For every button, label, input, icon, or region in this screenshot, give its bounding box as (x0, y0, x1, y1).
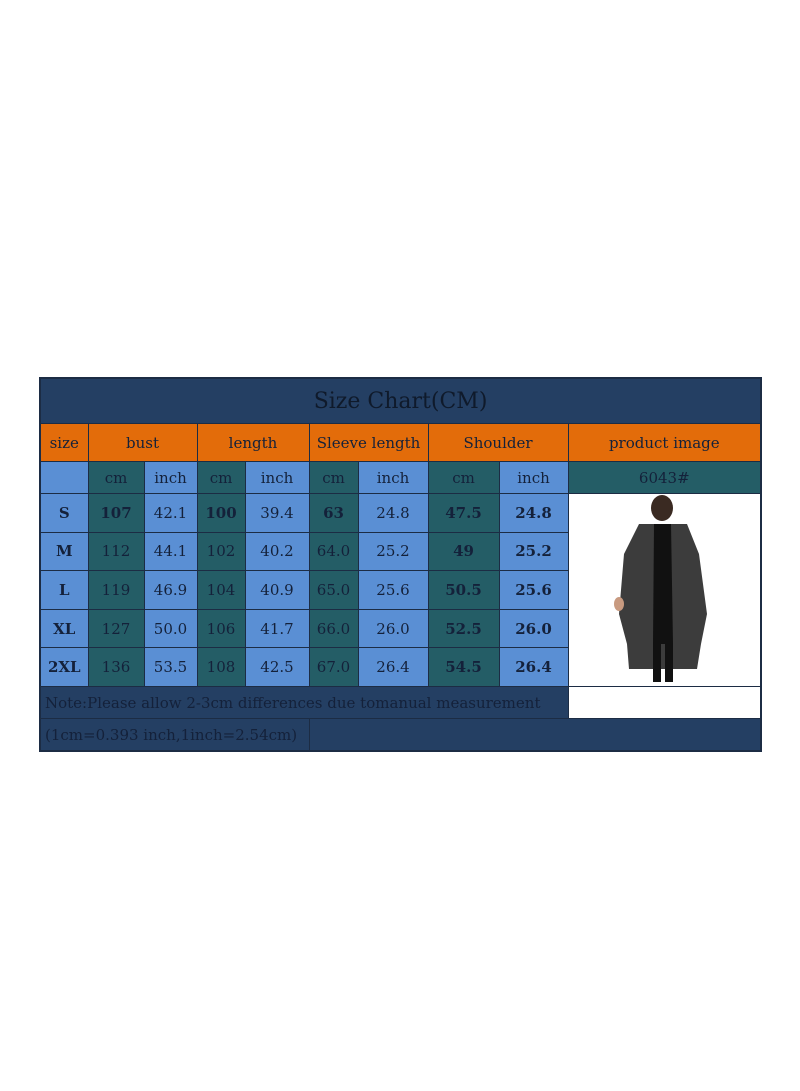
product-image (567, 493, 762, 687)
cell-sleeve-cm: 66.0 (308, 608, 359, 649)
cell-sleeve-cm: 67.0 (308, 647, 359, 687)
cell-bust-cm: 136 (87, 647, 145, 687)
size-row: 2XL 136 53.5 108 42.5 67.0 26.4 54.5 26.4 (39, 647, 761, 687)
cell-bust-cm: 119 (87, 570, 145, 610)
cell-length-cm: 106 (196, 608, 246, 649)
cell-size: L (39, 570, 89, 610)
empty-cell (39, 461, 89, 494)
cell-shoulder-in: 26.0 (498, 608, 569, 649)
cell-shoulder-cm: 50.5 (427, 570, 500, 610)
cell-bust-in: 53.5 (143, 647, 198, 687)
cell-bust-in: 50.0 (143, 608, 198, 649)
header-bust: bust (87, 423, 198, 462)
cell-bust-cm: 127 (87, 608, 145, 649)
cell-sleeve-in: 24.8 (357, 493, 429, 533)
cell-bust-cm: 107 (87, 493, 145, 533)
cell-length-cm: 108 (196, 647, 246, 687)
empty-footer (308, 718, 762, 752)
cell-bust-in: 42.1 (143, 493, 198, 533)
cell-sleeve-in: 26.0 (357, 608, 429, 649)
cell-size: M (39, 531, 89, 572)
cell-shoulder-cm: 47.5 (427, 493, 500, 533)
cell-length-in: 40.9 (244, 570, 310, 610)
cell-sleeve-in: 25.6 (357, 570, 429, 610)
cell-size: S (39, 493, 89, 533)
cell-shoulder-in: 24.8 (498, 493, 569, 533)
cell-shoulder-cm: 54.5 (427, 647, 500, 687)
cell-sleeve-in: 25.2 (357, 531, 429, 572)
size-row: XL 127 50.0 106 41.7 66.0 26.0 52.5 26.0 (39, 608, 761, 649)
cell-length-in: 42.5 (244, 647, 310, 687)
chart-title: Size Chart(CM) (39, 377, 762, 424)
cell-shoulder-cm: 52.5 (427, 608, 500, 649)
cell-sleeve-in: 26.4 (357, 647, 429, 687)
header-sleeve-length: Sleeve length (308, 423, 429, 462)
header-size: size (39, 423, 89, 462)
note-text: Note:Please allow 2-3cm differences due … (39, 686, 569, 719)
cell-shoulder-cm: 49 (427, 531, 500, 572)
cell-bust-in: 44.1 (143, 531, 198, 572)
unit-cm: cm (87, 461, 145, 494)
cell-shoulder-in: 25.2 (498, 531, 569, 572)
cell-shoulder-in: 26.4 (498, 647, 569, 687)
cell-length-in: 39.4 (244, 493, 310, 533)
header-product-image: product image (567, 423, 762, 462)
size-chart-table: Size Chart(CM) size bust length Sleeve l… (39, 377, 763, 752)
header-length: length (196, 423, 310, 462)
cell-sleeve-cm: 63 (308, 493, 359, 533)
header-shoulder: Shoulder (427, 423, 569, 462)
cell-sleeve-cm: 64.0 (308, 531, 359, 572)
conversion-text: (1cm=0.393 inch,1inch=2.54cm) (39, 718, 310, 752)
unit-inch: inch (244, 461, 310, 494)
unit-cm: cm (427, 461, 500, 494)
unit-cm: cm (196, 461, 246, 494)
cell-bust-cm: 112 (87, 531, 145, 572)
product-code: 6043# (567, 461, 762, 494)
unit-inch: inch (143, 461, 198, 494)
cell-length-cm: 104 (196, 570, 246, 610)
size-row: M 112 44.1 102 40.2 64.0 25.2 49 25.2 (39, 531, 761, 572)
cell-bust-in: 46.9 (143, 570, 198, 610)
cell-sleeve-cm: 65.0 (308, 570, 359, 610)
unit-cm: cm (308, 461, 359, 494)
cell-length-cm: 100 (196, 493, 246, 533)
size-row: L 119 46.9 104 40.9 65.0 25.6 50.5 25.6 (39, 570, 761, 610)
cell-size: XL (39, 608, 89, 649)
cell-shoulder-in: 25.6 (498, 570, 569, 610)
size-row: S 107 42.1 100 39.4 63 24.8 47.5 24.8 (39, 493, 762, 687)
cell-length-cm: 102 (196, 531, 246, 572)
cell-size: 2XL (39, 647, 89, 687)
unit-inch: inch (357, 461, 429, 494)
cell-length-in: 40.2 (244, 531, 310, 572)
unit-inch: inch (498, 461, 569, 494)
cell-length-in: 41.7 (244, 608, 310, 649)
